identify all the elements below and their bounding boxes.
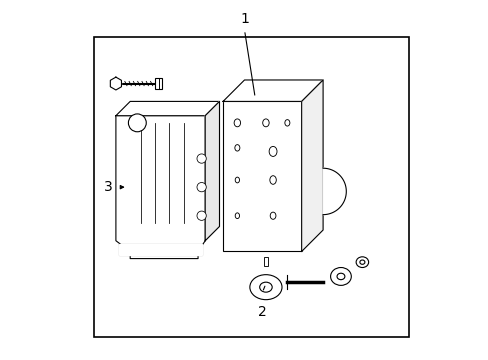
Ellipse shape [249, 275, 282, 300]
Text: 3: 3 [103, 180, 112, 194]
Ellipse shape [259, 282, 272, 292]
Ellipse shape [128, 114, 146, 132]
Bar [94, 37, 408, 337]
Polygon shape [223, 80, 323, 102]
Bar [223, 102, 301, 251]
Ellipse shape [355, 257, 368, 267]
Circle shape [197, 183, 206, 192]
Polygon shape [116, 102, 219, 116]
Ellipse shape [269, 176, 276, 184]
Ellipse shape [270, 212, 275, 219]
Text: 2: 2 [258, 305, 266, 319]
Polygon shape [110, 77, 121, 90]
Polygon shape [205, 102, 219, 241]
Polygon shape [323, 168, 346, 215]
Ellipse shape [285, 120, 289, 126]
Ellipse shape [262, 119, 268, 127]
Circle shape [197, 211, 206, 220]
Polygon shape [119, 244, 201, 255]
Bar [264, 257, 267, 266]
Polygon shape [116, 116, 205, 258]
Ellipse shape [235, 177, 239, 183]
Ellipse shape [359, 260, 364, 264]
Ellipse shape [330, 267, 350, 285]
Ellipse shape [336, 273, 344, 280]
Ellipse shape [234, 145, 240, 151]
Polygon shape [301, 80, 323, 251]
Ellipse shape [234, 119, 240, 127]
Ellipse shape [235, 213, 239, 219]
Circle shape [197, 154, 206, 163]
Ellipse shape [268, 147, 276, 157]
Text: 1: 1 [240, 12, 248, 26]
Bar [155, 78, 162, 89]
